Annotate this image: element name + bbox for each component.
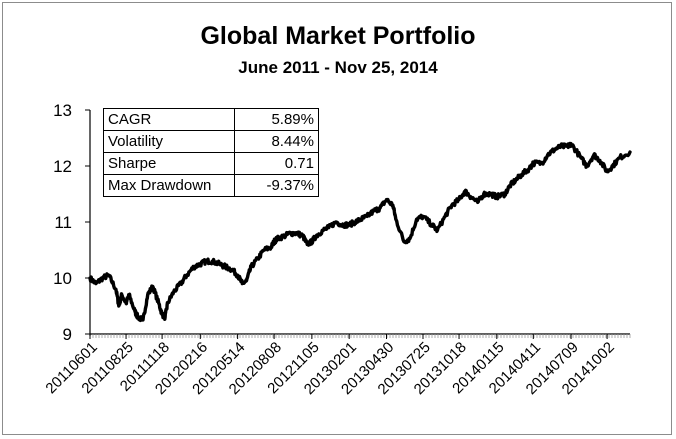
- chart-title: Global Market Portfolio: [200, 22, 476, 50]
- stats-row-max-drawdown: Max Drawdown -9.37%: [103, 174, 319, 197]
- stats-value: 0.71: [234, 152, 319, 175]
- stats-value: -9.37%: [234, 174, 319, 197]
- stats-label: Sharpe: [103, 152, 235, 175]
- y-tick-label: 13: [53, 101, 72, 120]
- stats-value: 5.89%: [234, 108, 319, 131]
- stats-label: Max Drawdown: [103, 174, 235, 197]
- stats-label: Volatility: [103, 130, 235, 153]
- stats-row-sharpe: Sharpe 0.71: [103, 152, 319, 175]
- x-axis: 2011060120110825201111182012021620120514…: [42, 333, 631, 398]
- series-line: [88, 141, 632, 323]
- chart-subtitle: June 2011 - Nov 25, 2014: [238, 58, 438, 77]
- y-tick-label: 12: [53, 157, 72, 176]
- stats-label: CAGR: [103, 108, 235, 131]
- y-tick-label: 9: [63, 325, 72, 344]
- stats-row-cagr: CAGR 5.89%: [103, 108, 319, 131]
- stats-table: CAGR 5.89% Volatility 8.44% Sharpe 0.71 …: [103, 108, 319, 197]
- stats-row-volatility: Volatility 8.44%: [103, 130, 319, 153]
- y-tick-label: 10: [53, 269, 72, 288]
- y-axis: 9 10 11 12 13: [53, 101, 91, 344]
- chart-frame: [2, 2, 672, 435]
- stats-value: 8.44%: [234, 130, 319, 153]
- series-group: [88, 141, 632, 323]
- y-tick-label: 11: [54, 213, 72, 232]
